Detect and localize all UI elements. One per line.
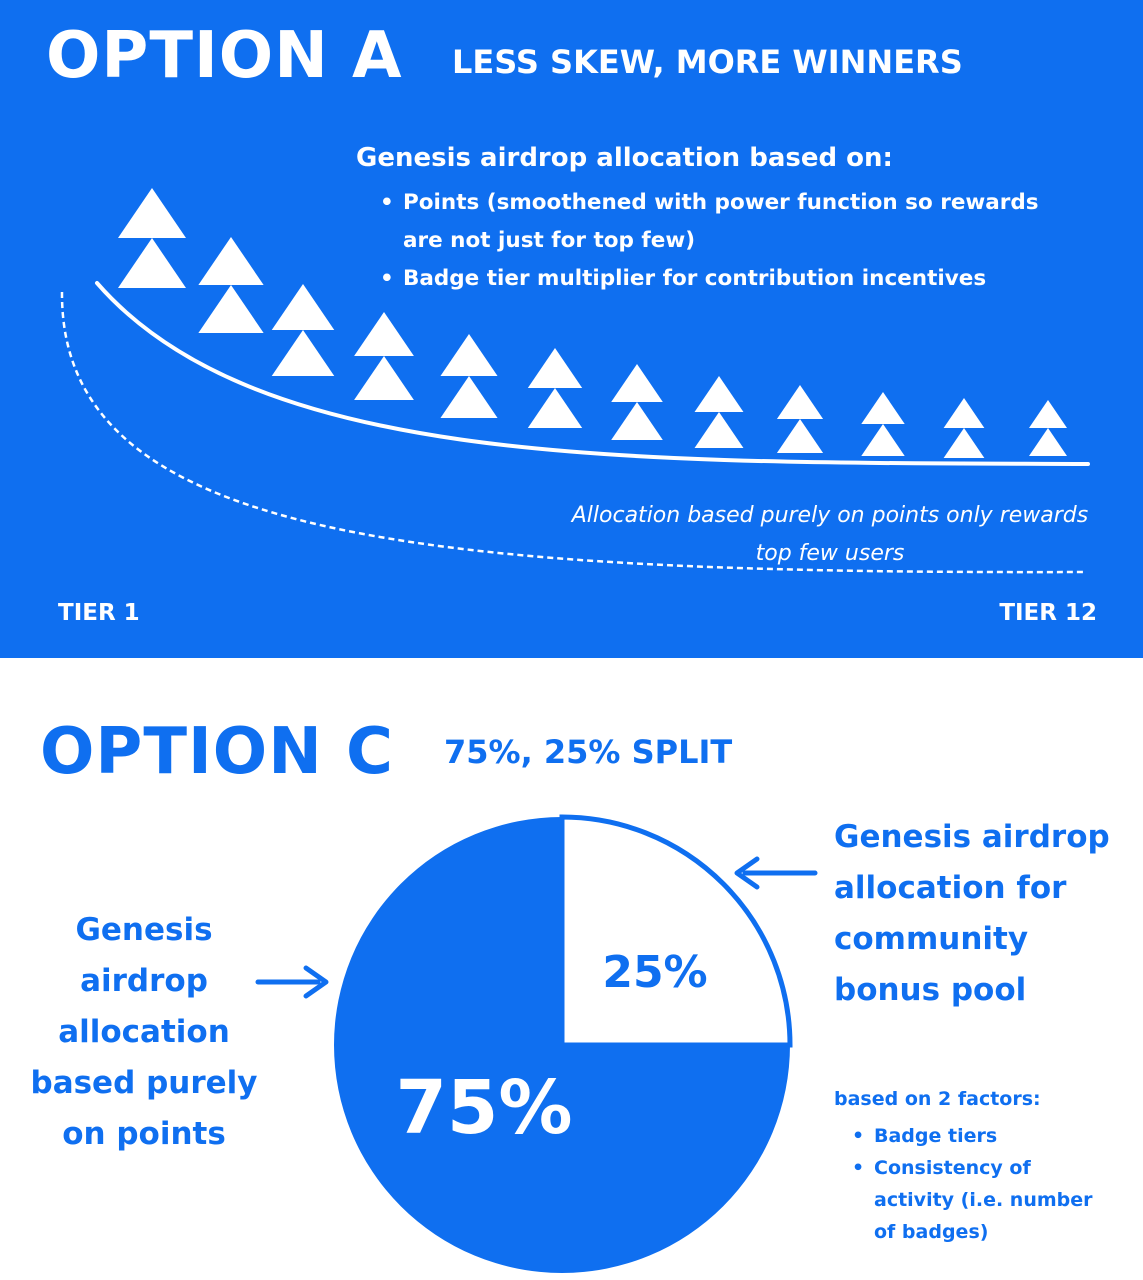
option-c-title: OPTION C — [40, 715, 394, 789]
triangle-icon — [611, 402, 663, 440]
option-a-description-heading: Genesis airdrop allocation based on: — [356, 143, 893, 173]
points-only-dashed-curve — [60, 291, 1086, 574]
description-item-points: Points (smoothened with power function s… — [378, 184, 1063, 260]
triangle-icon — [354, 356, 414, 400]
triangle-icon — [694, 412, 744, 448]
triangle-icon — [943, 428, 985, 458]
smoothed-allocation-curve — [95, 281, 1090, 466]
triangle-icon — [1029, 400, 1067, 428]
triangle-icon — [776, 419, 824, 453]
option-a-subtitle: LESS SKEW, MORE WINNERS — [452, 43, 963, 81]
double-triangle-icon — [527, 348, 583, 428]
left-arrow-icon — [255, 965, 329, 999]
triangle-icon — [271, 284, 335, 330]
option-c-subtitle: 75%, 25% SPLIT — [444, 733, 733, 771]
double-triangle-icon — [118, 188, 186, 288]
points-only-note: Allocation based purely on points only r… — [571, 503, 1089, 566]
double-triangle-icon — [354, 312, 414, 400]
triangle-icon — [611, 364, 663, 402]
tier-start-label: TIER 1 — [58, 600, 140, 626]
triangle-icon — [861, 392, 905, 424]
description-item-badge-multiplier: Badge tier multiplier for contribution i… — [378, 260, 1063, 298]
double-triangle-icon — [694, 376, 744, 448]
double-triangle-icon — [943, 398, 985, 458]
double-triangle-icon — [861, 392, 905, 456]
triangle-icon — [943, 398, 985, 428]
option-a-description-list: Points (smoothened with power function s… — [378, 184, 1063, 298]
triangle-icon — [694, 376, 744, 412]
tier-end-label: TIER 12 — [999, 600, 1097, 626]
double-triangle-icon — [776, 385, 824, 453]
factors-list: Badge tiers Consistency of activity (i.e… — [852, 1120, 1132, 1248]
triangle-icon — [440, 334, 498, 376]
triangle-icon — [198, 237, 264, 285]
double-triangle-icon — [611, 364, 663, 440]
triangle-icon — [271, 330, 335, 376]
option-a-curve-diagram — [60, 188, 1090, 574]
triangle-icon — [118, 188, 186, 238]
points-pool-label: Genesis airdrop allocation based purely … — [30, 912, 258, 1152]
right-arrow-icon — [734, 856, 818, 890]
triangle-icon — [776, 385, 824, 419]
double-triangle-icon — [440, 334, 498, 418]
triangle-icon — [354, 312, 414, 356]
tier-markers — [118, 188, 1067, 458]
factor-consistency: Consistency of activity (i.e. number of … — [852, 1152, 1104, 1248]
triangle-icon — [118, 238, 186, 288]
triangle-icon — [527, 388, 583, 428]
pie-label-75: 75% — [395, 1065, 572, 1151]
factor-badge-tiers: Badge tiers — [852, 1120, 1132, 1152]
triangle-icon — [527, 348, 583, 388]
triangle-icon — [1029, 428, 1067, 456]
double-triangle-icon — [198, 237, 264, 333]
factors-heading: based on 2 factors: — [834, 1088, 1041, 1110]
triangle-icon — [861, 424, 905, 456]
double-triangle-icon — [1029, 400, 1067, 456]
triangle-icon — [198, 285, 264, 333]
option-a-panel — [0, 0, 1143, 658]
pie-slice-25 — [559, 814, 793, 1048]
triangle-icon — [440, 376, 498, 418]
double-triangle-icon — [271, 284, 335, 376]
community-bonus-pool-label: Genesis airdrop allocation for community… — [834, 819, 1110, 1008]
option-a-title: OPTION A — [46, 19, 403, 93]
pie-label-25: 25% — [602, 947, 707, 998]
